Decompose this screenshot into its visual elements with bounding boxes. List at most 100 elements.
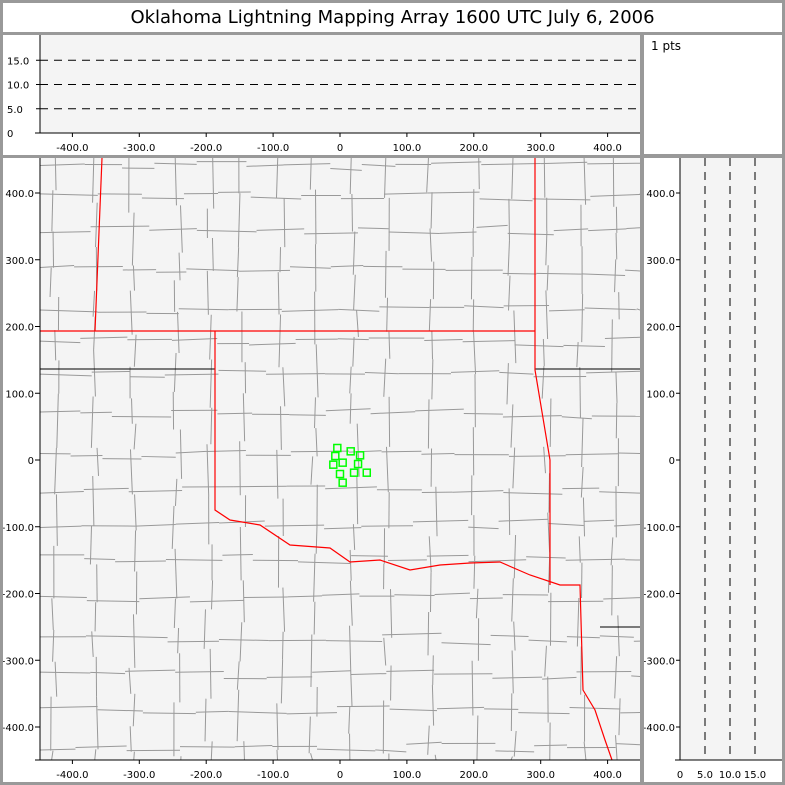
county-line (314, 397, 316, 429)
county-line (431, 330, 434, 360)
county-line (324, 527, 362, 530)
county-line (590, 193, 640, 197)
x-tick-label: 0 (337, 770, 343, 781)
y-tick-label: -100.0 (3, 523, 34, 534)
county-line (128, 667, 132, 694)
county-line (427, 399, 430, 449)
county-line (164, 373, 219, 376)
county-line (196, 229, 257, 233)
county-line (276, 749, 279, 761)
x-tick-label: 200.0 (459, 143, 488, 154)
county-line (315, 428, 318, 457)
county-line (569, 707, 621, 710)
county-line (566, 636, 600, 639)
county-line (312, 670, 351, 673)
county-line (352, 231, 356, 275)
county-line (439, 231, 477, 234)
county-line (236, 661, 240, 690)
county-line (599, 635, 634, 638)
county-line (424, 338, 463, 342)
county-line (96, 447, 100, 476)
county-line (337, 338, 369, 341)
county-line (210, 407, 213, 445)
county-line (315, 344, 319, 398)
county-line (389, 589, 393, 638)
county-line (583, 519, 615, 522)
county-line (133, 423, 137, 450)
county-line (39, 748, 76, 751)
county-line (406, 741, 442, 745)
county-line (561, 416, 592, 420)
county-line (125, 669, 176, 672)
y-tick-label: 10.0 (7, 81, 29, 92)
county-line (239, 622, 243, 662)
county-line (283, 163, 331, 166)
state-border (534, 158, 551, 585)
y-tick-label: 0 (28, 456, 34, 467)
state-border (94, 158, 103, 332)
county-line (308, 716, 311, 754)
county-line (39, 706, 98, 709)
county-line (304, 232, 358, 235)
county-line (52, 630, 55, 662)
county-line (281, 309, 339, 312)
county-line (584, 307, 637, 311)
county-line (179, 429, 183, 479)
county-line (581, 418, 584, 468)
county-line (325, 408, 371, 412)
y-tick-label: 0 (669, 456, 675, 467)
y-tick-label: -200.0 (3, 590, 34, 601)
county-line (92, 290, 96, 317)
county-line (586, 370, 640, 374)
county-line (468, 526, 499, 530)
lightning-source-point (353, 459, 363, 469)
county-line (39, 264, 75, 268)
county-line (549, 309, 585, 312)
county-line (576, 342, 579, 368)
county-line (356, 476, 359, 525)
county-line (93, 349, 96, 397)
county-line (383, 637, 387, 666)
county-line (611, 319, 613, 372)
county-line (426, 158, 429, 193)
county-line (349, 625, 352, 677)
county-line (178, 308, 229, 311)
county-line (532, 198, 591, 201)
county-line (39, 163, 85, 166)
county-line (211, 580, 214, 610)
county-line (352, 336, 355, 367)
county-line (492, 676, 543, 679)
x-tick-label: 400.0 (593, 143, 622, 154)
county-line (175, 522, 220, 525)
county-line (428, 299, 432, 331)
county-line (512, 447, 516, 489)
county-line (92, 475, 95, 526)
county-line (540, 161, 588, 165)
county-line (469, 597, 503, 600)
x-tick-label: 100.0 (393, 770, 422, 781)
county-line (218, 638, 269, 641)
county-line (603, 597, 640, 600)
county-line (464, 305, 504, 309)
county-line (421, 453, 455, 455)
county-line (518, 712, 570, 715)
county-line (149, 228, 197, 231)
county-line (565, 558, 626, 561)
county-line (325, 640, 383, 642)
county-line (499, 371, 534, 375)
county-line (503, 492, 563, 495)
county-line (352, 524, 356, 550)
county-line (583, 741, 587, 761)
county-line (313, 553, 316, 602)
county-line (189, 599, 244, 603)
county-line (54, 330, 57, 361)
county-line (498, 518, 549, 522)
x-tick-label: 300.0 (526, 143, 555, 154)
county-line (131, 398, 133, 424)
county-line (39, 231, 91, 234)
county-line (316, 748, 376, 752)
county-line (264, 524, 325, 527)
county-line (84, 558, 116, 561)
county-line (330, 168, 362, 171)
county-line (507, 240, 510, 276)
